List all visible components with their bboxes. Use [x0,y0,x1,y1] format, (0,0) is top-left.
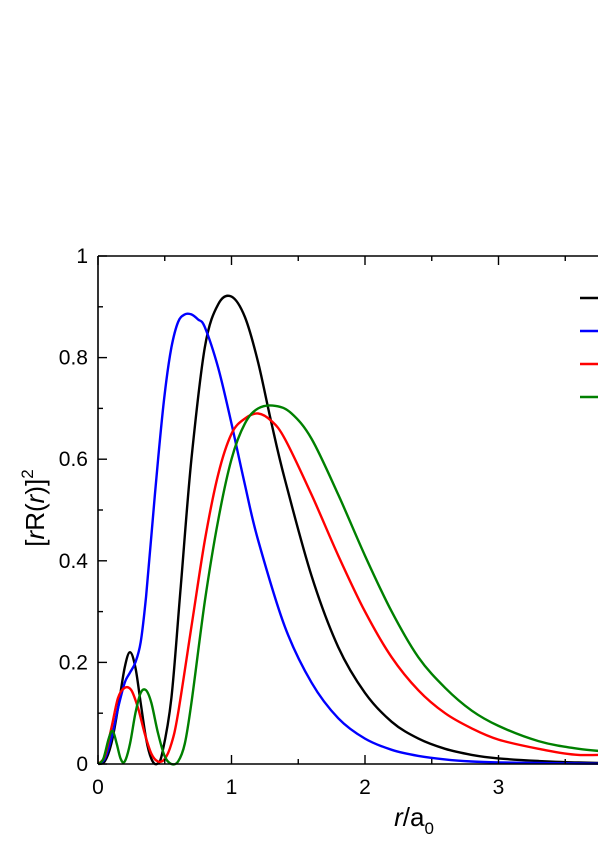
series-line-1 [97,294,598,766]
axes-layer: 0123400.20.40.60.81 [59,245,598,799]
x-tick-label: 1 [226,776,238,799]
x-tick-label: 0 [92,776,104,799]
x-axis-title-sub: 0 [424,819,433,838]
y-axis-title-close: )] [20,479,50,495]
y-tick-label: 1 [76,245,88,268]
x-tick-label: 3 [493,776,505,799]
legend [580,296,598,399]
x-axis-title-r: r [394,802,404,832]
y-tick-label: 0.2 [59,651,88,674]
y-tick-label: 0 [76,753,88,776]
x-axis-title-a: /a [403,802,425,832]
series-line-4 [97,404,598,766]
x-tick-label: 2 [359,776,371,799]
y-tick-label: 0.6 [59,448,88,471]
x-axis-title: r/a0 [394,802,434,838]
series-layer [97,294,598,766]
y-axis-title-r2: r [20,493,50,503]
series-line-3 [97,412,598,765]
y-tick-label: 0.8 [59,347,88,370]
y-axis-title-r1: r [20,529,50,539]
y-axis-title-sup: 2 [18,469,37,478]
y-axis-title-open: [ [20,539,50,547]
y-tick-label: 0.4 [59,550,89,573]
series-line-2 [97,312,598,766]
y-axis-title-mid: R( [20,503,50,531]
y-axis-title: [rR(r)]2 [18,469,50,546]
